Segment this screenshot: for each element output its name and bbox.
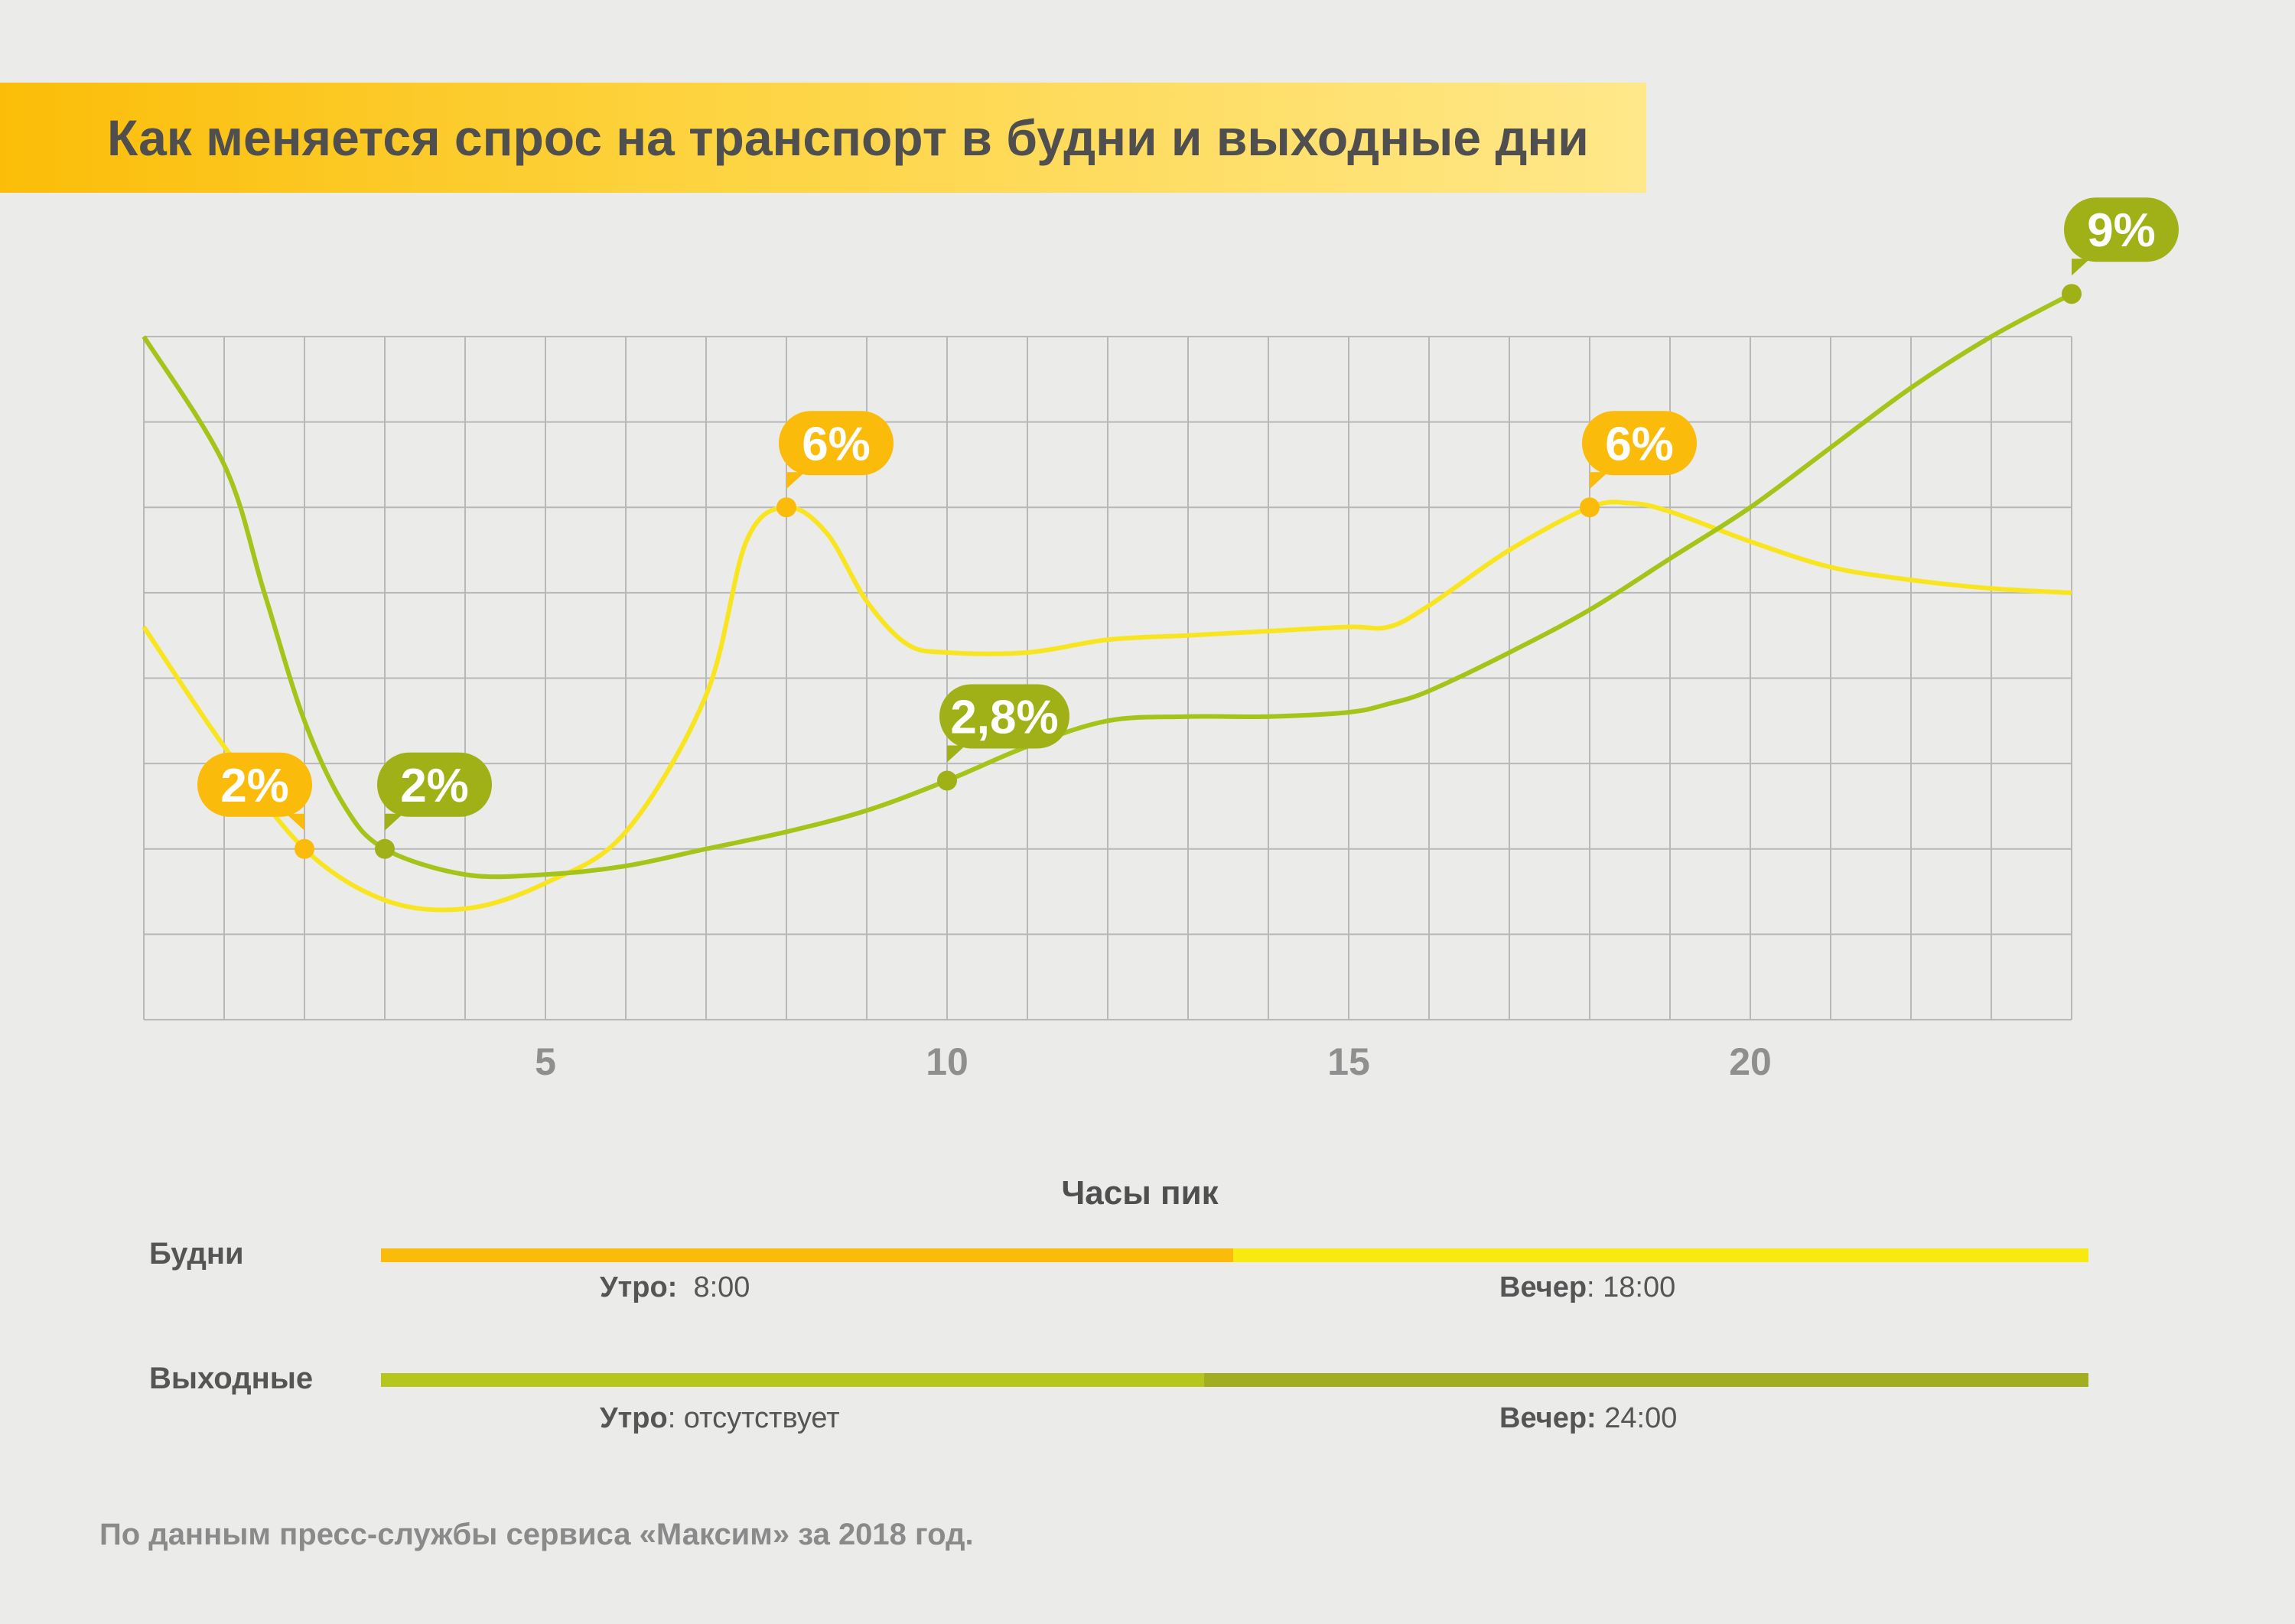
weekdays-evening-value: : 18:00: [1587, 1271, 1676, 1303]
weekdays-callout: 6%: [776, 411, 894, 518]
chart-title: Как меняется спрос на транспорт в будни …: [107, 109, 1589, 166]
callout-label: 2,8%: [950, 691, 1058, 744]
callout-bubble: [197, 752, 312, 817]
weekends-evening-label: Вечер:: [1499, 1402, 1597, 1434]
weekdays-evening-label: Вечер: [1499, 1271, 1587, 1303]
weekdays-callout: 2%: [197, 752, 314, 859]
callout-tail: [286, 813, 304, 831]
chart-grid: [143, 336, 2072, 1020]
callout-label: 6%: [802, 418, 871, 470]
chart-callouts: 2% 6% 6% 2% 2,8% 9%: [197, 197, 2179, 859]
weekends-evening-bar: [1204, 1373, 2088, 1387]
weekends-morning-peak: Утро: отсутствует: [600, 1402, 840, 1435]
weekends-evening-peak: Вечер: 24:00: [1499, 1402, 1677, 1435]
line-chart: 5 10 15 20 2% 6% 6% 2% 2,8% 9%: [142, 197, 2179, 1083]
title-banner: Как меняется спрос на транспорт в будни …: [0, 83, 1646, 193]
callout-label: 2%: [220, 760, 289, 812]
weekdays-callout: 6%: [1580, 411, 1697, 518]
x-axis-ticks: 5 10 15 20: [535, 1040, 1772, 1083]
x-tick-label: 10: [926, 1040, 968, 1083]
weekdays-point: [1580, 497, 1600, 518]
callout-label: 6%: [1605, 418, 1674, 470]
callout-tail: [2072, 259, 2090, 276]
weekdays-line: [142, 500, 2072, 913]
weekdays-evening-bar: [1233, 1248, 2088, 1262]
source-note: По данным пресс-службы сервиса «Максим» …: [99, 1518, 974, 1551]
callout-tail: [786, 472, 805, 490]
weekdays-morning-peak: Утро: 8:00: [600, 1271, 750, 1304]
weekends-callout: 2%: [375, 752, 492, 859]
weekends-morning-bar: [381, 1373, 1204, 1387]
callout-bubble: [779, 411, 894, 476]
callout-bubble: [1582, 411, 1697, 476]
callout-bubble: [939, 684, 1069, 749]
x-tick-label: 15: [1327, 1040, 1370, 1083]
weekdays-morning-bar: [381, 1248, 1233, 1262]
weekends-morning-value: : отсутствует: [667, 1402, 840, 1434]
weekends-morning-label: Утро: [600, 1402, 668, 1434]
callout-tail: [1590, 472, 1608, 490]
weekdays-label: Будни: [149, 1237, 244, 1271]
weekends-callout: 2,8%: [937, 684, 1069, 791]
weekdays-point: [776, 497, 796, 518]
weekends-callout: 9%: [2062, 197, 2179, 304]
callout-tail: [385, 813, 403, 831]
weekdays-morning-value: 8:00: [693, 1271, 750, 1303]
weekdays-point: [295, 838, 314, 859]
weekdays-morning-label: Утро:: [600, 1271, 678, 1303]
x-tick-label: 20: [1729, 1040, 1772, 1083]
callout-bubble: [377, 752, 492, 817]
weekends-evening-value: 24:00: [1604, 1402, 1678, 1434]
weekends-label: Выходные: [149, 1362, 314, 1395]
x-tick-label: 5: [535, 1040, 556, 1083]
callout-label: 2%: [400, 760, 469, 812]
callout-label: 9%: [2087, 204, 2156, 257]
weekends-point: [2062, 284, 2082, 304]
weekends-point: [937, 770, 957, 791]
weekends-point: [375, 838, 395, 859]
callout-bubble: [2064, 197, 2179, 262]
weekdays-evening-peak: Вечер: 18:00: [1499, 1271, 1675, 1304]
peak-hours-title: Часы пик: [1061, 1174, 1219, 1212]
callout-tail: [947, 745, 965, 763]
